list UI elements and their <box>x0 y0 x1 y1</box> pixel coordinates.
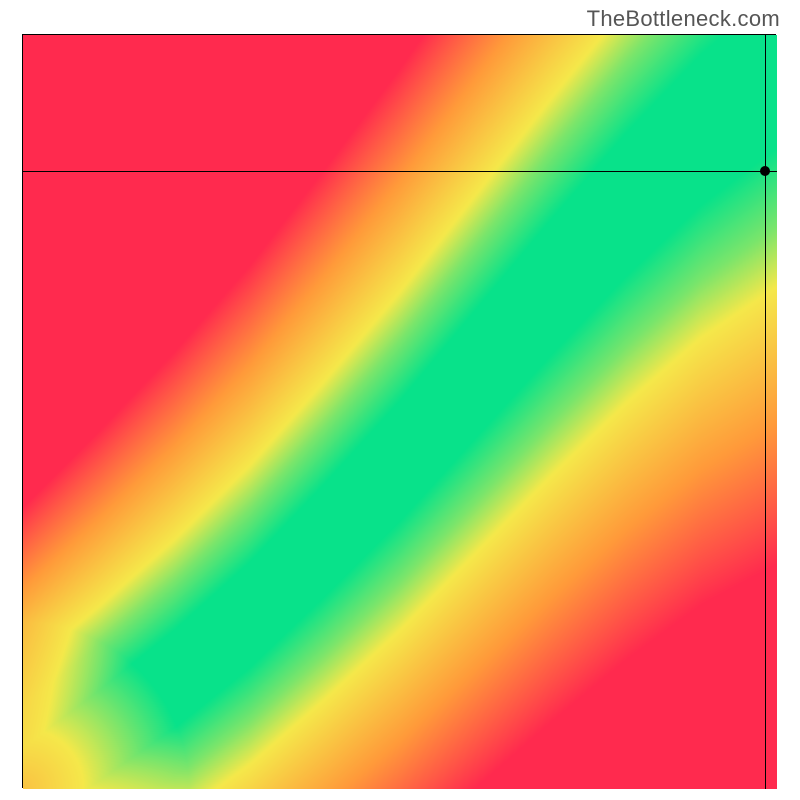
crosshair-horizontal <box>23 171 777 172</box>
heatmap-canvas <box>23 35 777 789</box>
watermark-text: TheBottleneck.com <box>587 6 780 32</box>
crosshair-marker <box>760 166 770 176</box>
chart-container: TheBottleneck.com <box>0 0 800 800</box>
crosshair-vertical <box>765 35 766 789</box>
plot-frame <box>22 34 776 788</box>
